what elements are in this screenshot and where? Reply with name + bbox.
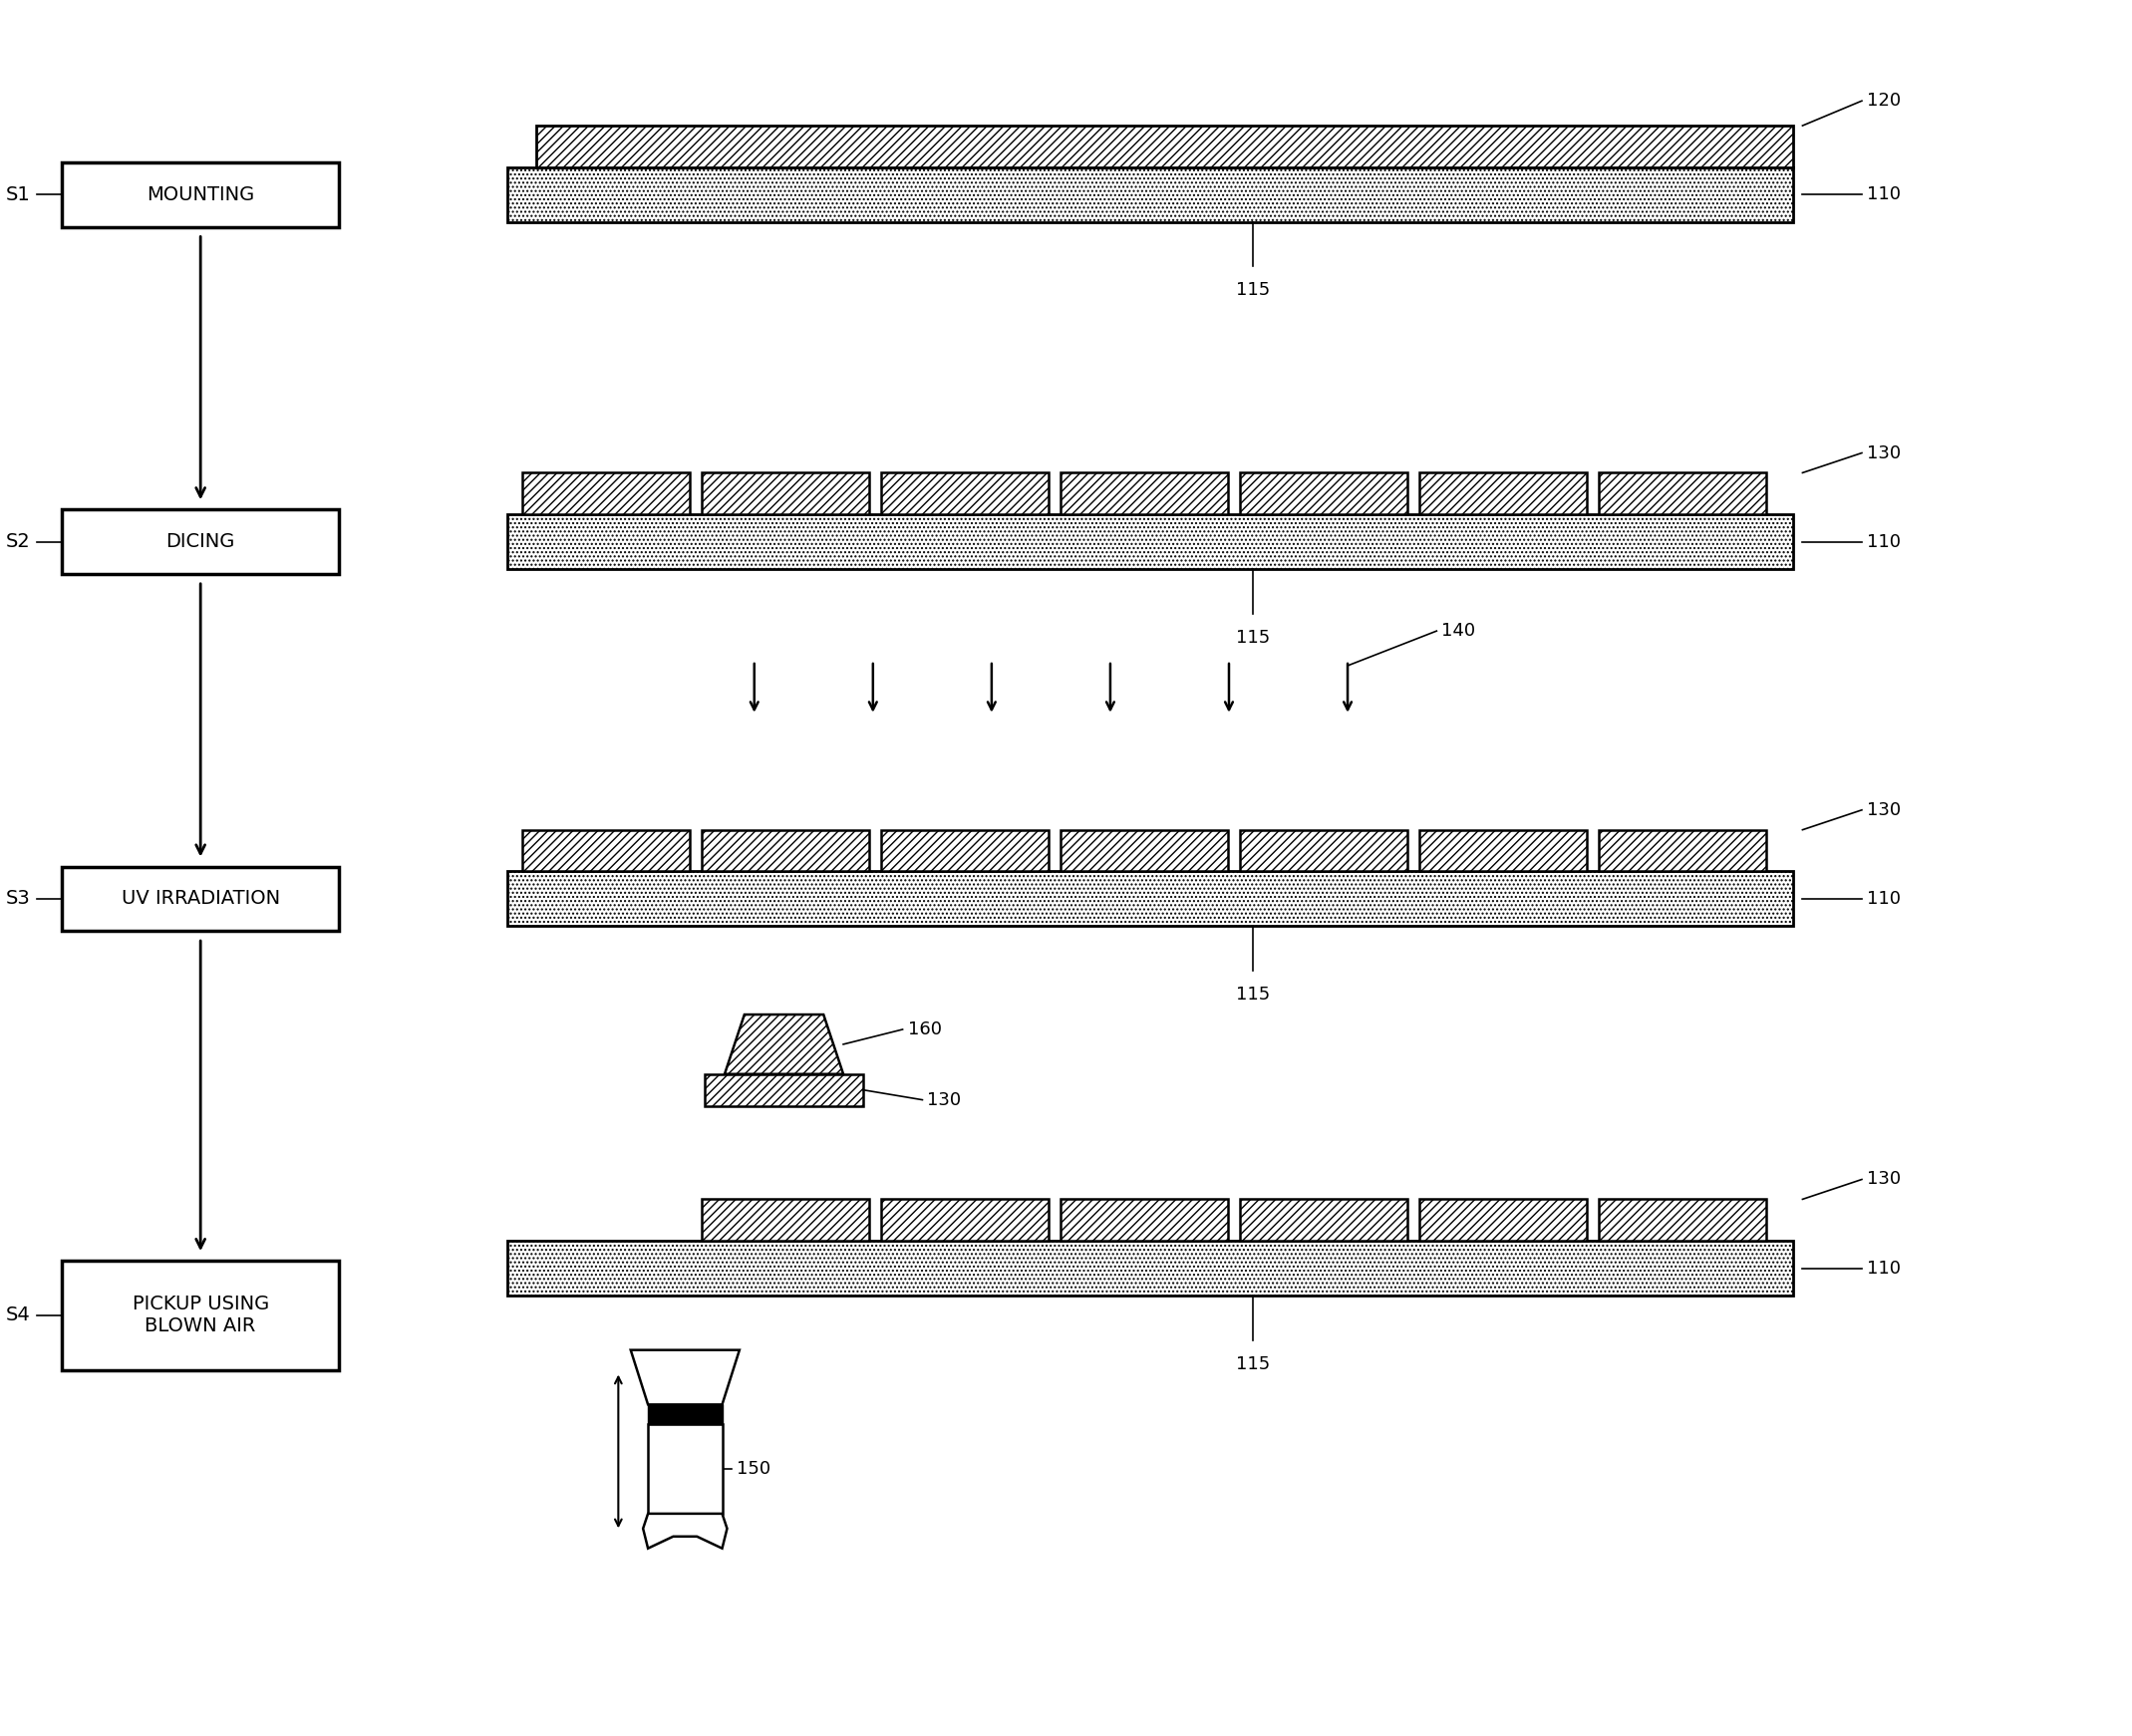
- Bar: [1420, 830, 1586, 871]
- Bar: [1599, 472, 1765, 514]
- Bar: [881, 1200, 1049, 1241]
- Text: 115: 115: [1237, 986, 1271, 1003]
- Text: S4: S4: [4, 1305, 30, 1325]
- Bar: [1239, 1200, 1407, 1241]
- Bar: [1060, 1200, 1228, 1241]
- Bar: [1420, 472, 1586, 514]
- Polygon shape: [644, 1514, 727, 1549]
- Bar: [1599, 830, 1765, 871]
- Text: 120: 120: [1868, 92, 1902, 109]
- Text: MOUNTING: MOUNTING: [147, 186, 254, 205]
- Bar: [62, 1260, 339, 1370]
- Bar: [1239, 830, 1407, 871]
- Bar: [881, 830, 1049, 871]
- Text: 110: 110: [1868, 1259, 1900, 1278]
- Text: 130: 130: [927, 1090, 962, 1109]
- Polygon shape: [631, 1351, 740, 1404]
- Text: S3: S3: [4, 889, 30, 908]
- Text: 110: 110: [1868, 533, 1900, 550]
- Text: S1: S1: [4, 186, 30, 205]
- Text: 130: 130: [1868, 1170, 1902, 1189]
- Text: 130: 130: [1868, 444, 1902, 462]
- Bar: [1060, 830, 1228, 871]
- Bar: [507, 871, 1793, 925]
- Text: 115: 115: [1237, 628, 1271, 646]
- Bar: [62, 163, 339, 227]
- Bar: [1239, 472, 1407, 514]
- Bar: [62, 509, 339, 575]
- Text: 110: 110: [1868, 891, 1900, 908]
- Text: 140: 140: [1441, 621, 1475, 641]
- Bar: [522, 830, 689, 871]
- Bar: [522, 472, 689, 514]
- Text: 115: 115: [1237, 1356, 1271, 1373]
- Bar: [507, 1241, 1793, 1295]
- Text: 130: 130: [1868, 800, 1902, 819]
- Bar: [881, 472, 1049, 514]
- Bar: [648, 1404, 723, 1425]
- Text: 160: 160: [908, 1021, 942, 1038]
- Bar: [62, 866, 339, 930]
- Bar: [701, 830, 870, 871]
- Bar: [701, 472, 870, 514]
- Text: S2: S2: [4, 533, 30, 550]
- Bar: [507, 167, 1793, 222]
- Text: 110: 110: [1868, 186, 1900, 203]
- Text: DICING: DICING: [166, 533, 235, 550]
- Text: PICKUP USING
BLOWN AIR: PICKUP USING BLOWN AIR: [132, 1295, 269, 1335]
- Bar: [648, 1425, 723, 1514]
- Bar: [1599, 1200, 1765, 1241]
- Text: 115: 115: [1237, 281, 1271, 299]
- Bar: [706, 1075, 863, 1106]
- Bar: [701, 1200, 870, 1241]
- Polygon shape: [725, 1014, 844, 1075]
- Bar: [507, 514, 1793, 569]
- Bar: [537, 125, 1793, 167]
- Text: 150: 150: [738, 1460, 772, 1477]
- Bar: [1420, 1200, 1586, 1241]
- Text: UV IRRADIATION: UV IRRADIATION: [122, 889, 279, 908]
- Bar: [1060, 472, 1228, 514]
